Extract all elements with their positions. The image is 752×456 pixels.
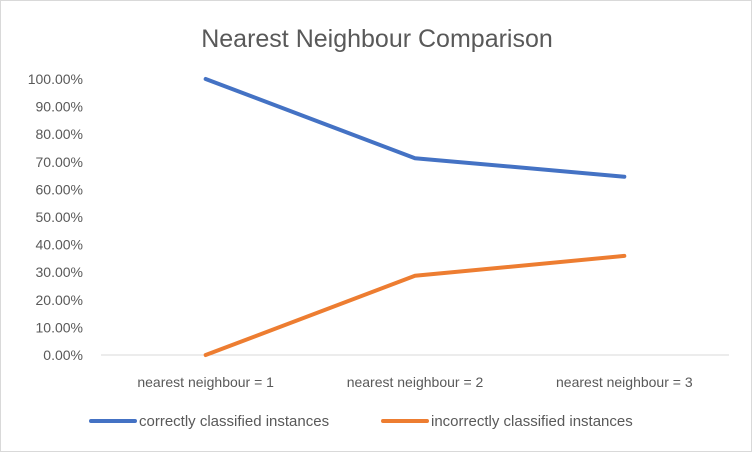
y-tick-label: 70.00% (36, 154, 83, 170)
series-line (203, 253, 627, 357)
y-tick-label: 60.00% (36, 181, 83, 197)
legend-label: incorrectly classified instances (431, 413, 633, 430)
x-tick-label: nearest neighbour = 2 (347, 374, 484, 390)
x-tick-label: nearest neighbour = 1 (137, 374, 274, 390)
chart-title: Nearest Neighbour Comparison (201, 25, 553, 53)
y-tick-label: 50.00% (36, 209, 83, 225)
y-axis: 0.00% 10.00% 20.00% 30.00% 40.00% 50.00% 60.00… (28, 71, 83, 363)
y-tick-label: 30.00% (36, 264, 83, 280)
legend: correctly classified instances incorrectl… (89, 413, 633, 430)
y-tick-label: 40.00% (36, 237, 83, 253)
series-lines (203, 77, 627, 357)
series-line (203, 77, 627, 179)
x-axis: nearest neighbour = 1 nearest neighbour =… (137, 374, 692, 390)
y-tick-label: 80.00% (36, 126, 83, 142)
y-tick-label: 10.00% (36, 319, 83, 335)
y-tick-label: 0.00% (43, 347, 83, 363)
y-tick-label: 20.00% (36, 292, 83, 308)
x-tick-label: nearest neighbour = 3 (556, 374, 693, 390)
y-tick-label: 100.00% (28, 71, 83, 87)
legend-label: correctly classified instances (139, 413, 329, 430)
y-tick-label: 90.00% (36, 99, 83, 115)
